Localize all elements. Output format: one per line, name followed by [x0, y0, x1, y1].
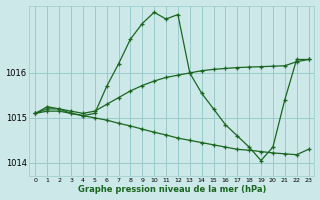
X-axis label: Graphe pression niveau de la mer (hPa): Graphe pression niveau de la mer (hPa) — [78, 185, 266, 194]
